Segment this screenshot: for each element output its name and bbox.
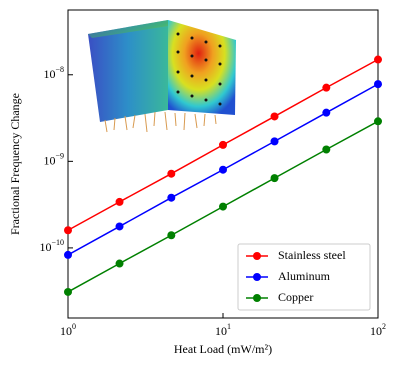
legend-marker: [253, 252, 261, 260]
data-point: [219, 165, 227, 174]
tick-exponent: 1: [227, 322, 231, 331]
data-point: [322, 108, 331, 117]
data-point: [115, 222, 124, 231]
legend-label: Stainless steel: [278, 248, 346, 262]
tick-base: 10: [370, 324, 382, 338]
data-point: [115, 259, 124, 268]
tick-exponent: −10: [51, 238, 64, 247]
tick-base: 10: [43, 67, 55, 81]
inset-image: [88, 20, 236, 133]
tick-label: 10−9: [43, 151, 64, 167]
legend-marker: [253, 294, 261, 302]
data-point: [219, 202, 227, 211]
tick-exponent: 0: [72, 322, 76, 331]
data-point: [219, 140, 227, 149]
data-point: [115, 197, 124, 206]
y-axis-label: Fractional Frequency Change: [8, 93, 22, 235]
data-point: [167, 193, 176, 202]
tick-exponent: −8: [55, 65, 64, 74]
tick-label: 101: [215, 322, 231, 338]
tick-base: 10: [215, 324, 227, 338]
tick-label: 10−10: [39, 238, 64, 254]
data-point: [322, 145, 331, 154]
tick-base: 10: [43, 153, 55, 167]
tick-base: 10: [39, 240, 51, 254]
data-point: [374, 80, 382, 89]
tick-label: 100: [60, 322, 76, 338]
data-point: [64, 287, 72, 296]
x-axis-label: Heat Load (mW/m²): [174, 342, 272, 356]
data-point: [374, 55, 382, 64]
data-point: [270, 137, 279, 146]
data-point: [270, 112, 279, 121]
data-point: [270, 174, 279, 183]
data-point: [167, 231, 176, 240]
legend-box: [237, 243, 371, 311]
data-point: [167, 169, 176, 178]
tick-exponent: 2: [382, 322, 386, 331]
data-point: [374, 117, 382, 126]
data-point: [322, 83, 331, 92]
tick-label: 102: [370, 322, 386, 338]
legend-marker: [253, 273, 261, 281]
legend-label: Copper: [278, 290, 313, 304]
tick-base: 10: [60, 324, 72, 338]
data-point: [64, 226, 72, 235]
tick-label: 10−8: [43, 65, 64, 81]
tick-exponent: −9: [55, 151, 64, 160]
data-point: [64, 250, 72, 259]
legend-label: Aluminum: [278, 269, 331, 283]
